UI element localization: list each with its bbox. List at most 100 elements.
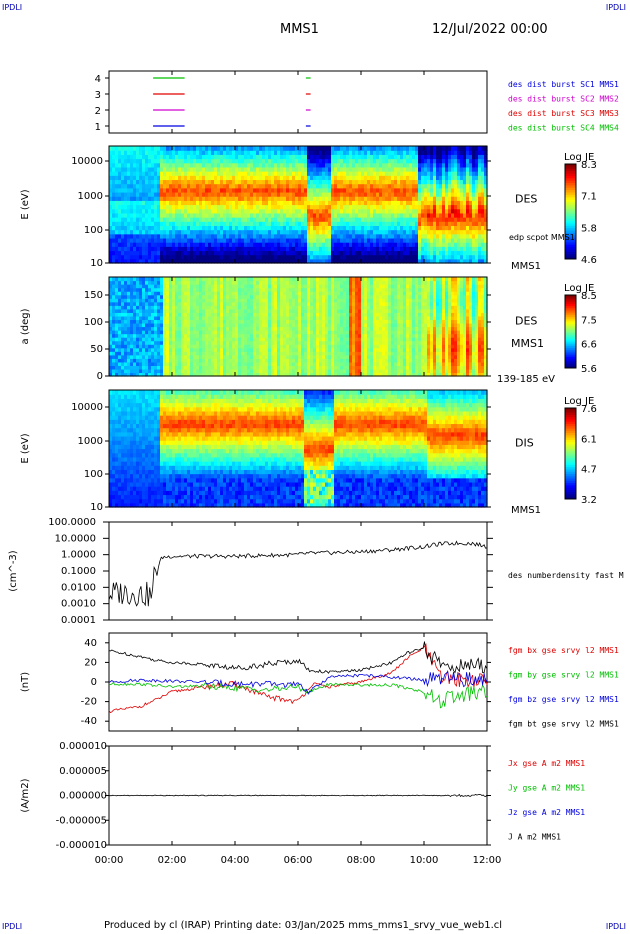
des-energy-cell — [136, 204, 140, 210]
des-energy-cell — [148, 187, 152, 193]
des-energy-cell — [133, 179, 137, 185]
des-energy-cell — [283, 162, 287, 168]
des-energy-cell — [247, 171, 251, 176]
des-energy-cell — [130, 258, 134, 264]
des-energy-cell — [175, 237, 179, 243]
des-energy-cell — [124, 204, 128, 210]
des-energy-cell — [247, 154, 251, 160]
des-energy-cell — [211, 208, 215, 214]
des-energy-cell — [283, 158, 287, 164]
des-energy-cell — [280, 242, 284, 247]
des-energy-cell — [295, 191, 299, 197]
des-energy-cell — [133, 246, 137, 252]
des-energy-cell — [277, 237, 281, 243]
des-energy-cell — [118, 191, 122, 197]
des-energy-cell — [265, 204, 269, 210]
des-energy-cell — [151, 208, 155, 214]
des-energy-cell — [184, 171, 188, 176]
des-energy-cell — [112, 208, 116, 214]
des-energy-cell — [196, 229, 200, 235]
des-energy-cell — [286, 217, 290, 222]
des-energy-cell — [265, 175, 269, 181]
des-energy-cell — [163, 221, 167, 226]
des-energy-cell — [226, 212, 230, 218]
des-energy-cell — [193, 208, 197, 214]
des-energy-cell — [211, 246, 215, 252]
des-energy-cell — [121, 191, 125, 197]
des-energy-cell — [181, 162, 185, 168]
des-energy-cell — [172, 221, 176, 226]
des-energy-cell — [256, 162, 260, 168]
des-energy-cell — [277, 191, 281, 197]
des-energy-cell — [202, 204, 206, 210]
des-energy-cell — [148, 221, 152, 226]
des-energy-cell — [202, 242, 206, 247]
des-energy-cell — [244, 183, 248, 189]
des-energy-cell — [124, 242, 128, 247]
des-energy-cell — [265, 246, 269, 252]
des-energy-cell — [157, 162, 161, 168]
des-energy-cell — [112, 217, 116, 222]
des-energy-cell — [220, 196, 224, 201]
des-energy-cell — [292, 217, 296, 222]
des-energy-cell — [187, 175, 191, 181]
des-energy-cell — [202, 200, 206, 206]
des-energy-cell — [244, 217, 248, 222]
des-energy-cell — [139, 183, 143, 189]
des-energy-cell — [172, 250, 176, 256]
des-energy-cell — [199, 258, 203, 264]
des-energy-cell — [157, 242, 161, 247]
des-energy-cell — [157, 175, 161, 181]
des-energy-cell — [214, 204, 218, 210]
des-energy-cell — [226, 175, 230, 181]
des-energy-cell — [229, 237, 233, 243]
des-energy-cell — [271, 233, 275, 239]
des-energy-cell — [283, 208, 287, 214]
des-energy-cell — [160, 171, 164, 176]
des-energy-cell — [247, 179, 251, 185]
des-energy-cell — [220, 179, 224, 185]
des-energy-cell — [247, 166, 251, 172]
des-energy-cell — [262, 187, 266, 193]
des-energy-cell — [169, 229, 173, 235]
des-energy-cell — [235, 196, 239, 201]
des-energy-cell — [205, 179, 209, 185]
des-energy-cell — [121, 171, 125, 176]
des-energy-cell — [166, 212, 170, 218]
des-energy-cell — [202, 233, 206, 239]
des-energy-cell — [190, 179, 194, 185]
des-energy-cell — [220, 229, 224, 235]
des-energy-cell — [256, 258, 260, 264]
des-energy-cell — [139, 225, 143, 231]
des-energy-cell — [124, 146, 128, 151]
des-energy-cell — [157, 250, 161, 256]
des-energy-cell — [178, 191, 182, 197]
des-energy-cell — [238, 200, 242, 206]
des-energy-cell — [163, 191, 167, 197]
des-energy-cell — [154, 229, 158, 235]
des-energy-cell — [121, 175, 125, 181]
des-energy-cell — [133, 242, 137, 247]
des-energy-cell — [124, 171, 128, 176]
des-energy-colorbar — [565, 164, 576, 260]
des-energy-cell — [130, 166, 134, 172]
des-energy-cell — [268, 229, 272, 235]
des-energy-cell — [241, 221, 245, 226]
des-energy-cell — [148, 246, 152, 252]
des-energy-cell — [214, 179, 218, 185]
des-energy-cell — [241, 175, 245, 181]
des-energy-cell — [268, 150, 272, 155]
des-energy-cell — [274, 217, 278, 222]
des-energy-cell — [163, 217, 167, 222]
des-energy-cell — [217, 187, 221, 193]
des-energy-cell — [178, 212, 182, 218]
des-energy-cell — [139, 196, 143, 201]
des-energy-cell — [205, 166, 209, 172]
des-energy-cell — [127, 212, 131, 218]
des-energy-cell — [109, 250, 113, 256]
des-energy-cell — [160, 221, 164, 226]
des-energy-cell — [211, 175, 215, 181]
des-energy-cell — [232, 179, 236, 185]
des-energy-cell — [241, 233, 245, 239]
des-energy-cell — [166, 162, 170, 168]
